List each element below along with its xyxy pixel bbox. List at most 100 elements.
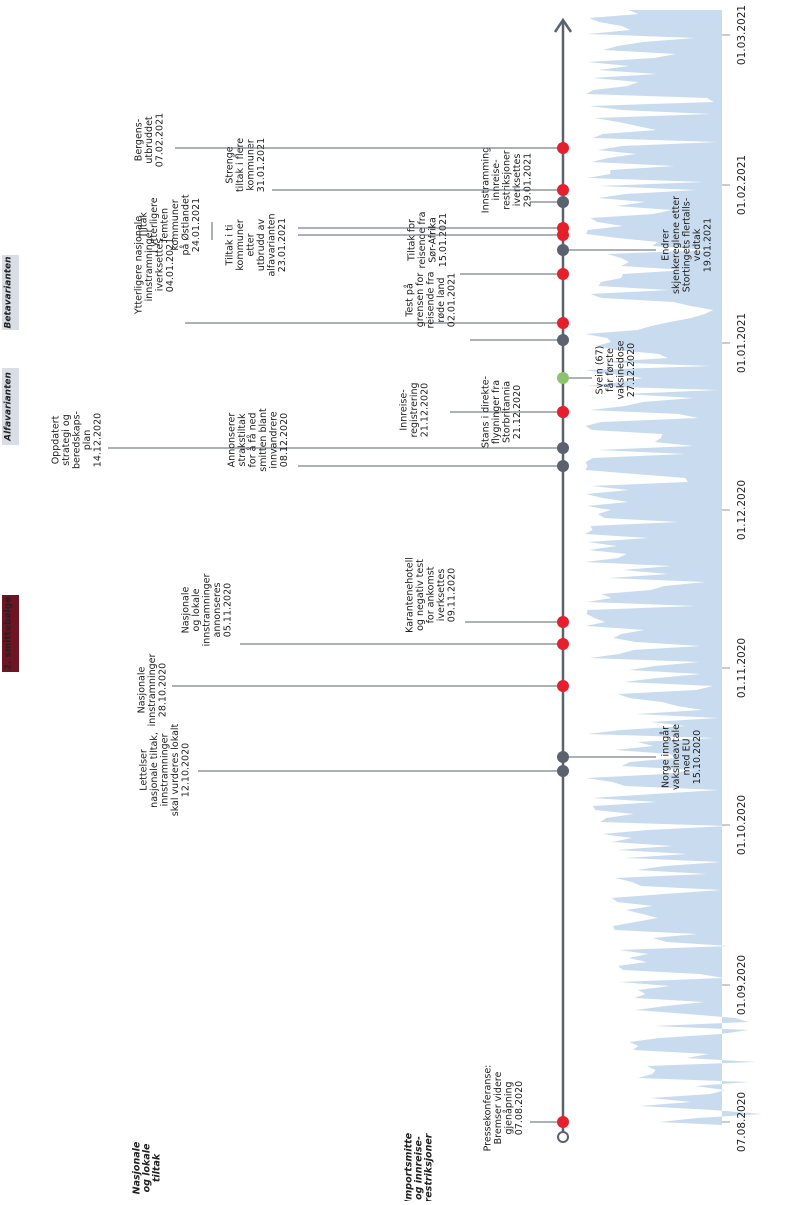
event-label: Endrerskjenkereglene etterStortingets fl… [660, 196, 713, 294]
section-label: 2. smittebølge [4, 597, 14, 671]
event-label-line: Norge inngår [660, 726, 671, 788]
date-label-line: 01.02.2021 [736, 155, 748, 215]
event-dot [557, 638, 569, 650]
event-label-line: Stans i direkte- [480, 376, 491, 448]
event-label-line: for å få ned [247, 412, 258, 467]
event-label: Tiltaki ytterligerefemtenkommunerpå Østl… [138, 194, 202, 255]
event-label-line: restriksjoner [501, 150, 512, 210]
event-label: Norge inngårvaksineavtalemed EU15.10.202… [660, 724, 703, 790]
event-label: Innstramminginnreise-restriksjoneriverks… [480, 147, 533, 213]
event-dot [557, 268, 569, 280]
event-dot [557, 317, 569, 329]
event-label-line: iverksettes [154, 239, 165, 292]
event-label-line: Bremser videre [493, 1071, 504, 1144]
event-label-line: i ytterligere [149, 197, 160, 252]
event-dot [557, 442, 569, 454]
event-label-line: femten [159, 208, 170, 242]
row-label-line: Nasjonale [131, 1141, 142, 1194]
event-dot [557, 751, 569, 763]
event-label: Stans i direkte-flygninger fraStorbritan… [480, 376, 523, 448]
event-label-line: nasjonale tiltak, [149, 732, 160, 808]
event-label: Pressekonferanse:Bremser videregjenåpnin… [482, 1065, 525, 1152]
section-tag [2, 368, 19, 445]
event-label-line: på Østlandet [180, 194, 191, 255]
event-label-line: Svein (67) [594, 346, 605, 395]
event-label-line: grensen for [415, 273, 426, 328]
event-label-line: Innreise- [398, 389, 409, 430]
event-label-line: vaksinedose [615, 340, 626, 399]
event-label-line: med EU [681, 738, 692, 775]
event-label-line: annonseres [212, 582, 223, 637]
row-label-line: Importsmitte [403, 1132, 414, 1201]
event-dot [557, 222, 569, 234]
event-label: Test pågrensen forreisende frarøde land0… [404, 272, 457, 329]
event-dot [557, 142, 569, 154]
event-label-line: beredskaps- [71, 411, 82, 469]
event-label-line: for ankomst [425, 566, 436, 623]
date-label-line: 01.11.2020 [736, 638, 748, 698]
event-label-line: utbrudd av [256, 219, 267, 272]
row-label: Importsmitteog innreise-restriksjoner [403, 1132, 434, 1201]
event-label-line: etter [245, 233, 256, 256]
event-label-line: Tiltak [138, 212, 149, 239]
date-label-line: 01.12.2020 [736, 480, 748, 540]
event-label-line: Sør-Afrika [427, 217, 438, 263]
event-label-line: 12.10.2020 [180, 743, 191, 797]
date-label: 01.02.2021 [736, 155, 748, 215]
event-label: Nasjonaleog lokaleinnstramningerannonser… [180, 574, 233, 647]
event-label: Karantenehotellog negativ testfor ankoms… [404, 557, 457, 633]
event-label-line: 21.12.2020 [419, 383, 430, 437]
date-label-line: 07.08.2020 [736, 1092, 748, 1152]
event-label-line: strakstiltak [237, 413, 248, 466]
event-dot [557, 372, 569, 384]
event-label-line: og negativ test [415, 559, 426, 631]
event-label-line: innstramninger [147, 654, 158, 727]
event-label-line: Tiltak i ti [224, 225, 235, 267]
event-label-line: reisende fra [417, 212, 428, 269]
event-label-line: iverksettes [512, 154, 523, 207]
event-label-line: kommuner [245, 139, 256, 190]
event-label: Tiltak forreisende fraSør-Afrika15.01.20… [406, 212, 449, 269]
event-label-line: utbruddet [144, 116, 155, 164]
event-label-line: 07.08.2020 [514, 1081, 525, 1135]
event-dot [557, 244, 569, 256]
event-label-line: 19.01.2021 [702, 218, 713, 272]
event-label-line: 14.12.2020 [92, 413, 103, 467]
event-label-line: innstramninger [144, 229, 155, 302]
event-label-line: Oppdatert [50, 415, 61, 464]
axis-arrow [553, 17, 573, 33]
event-label-line: smitten blant [258, 408, 269, 472]
row-label-line: restriksjoner [423, 1132, 434, 1201]
date-label-line: 01.03.2021 [736, 5, 748, 65]
date-label-line: 01.10.2020 [736, 795, 748, 855]
date-label: 01.12.2020 [736, 480, 748, 540]
event-label-line: Karantenehotell [404, 557, 415, 633]
event-label-line: Nasjonale [180, 587, 191, 634]
event-label-line: tiltak i flere [235, 138, 246, 192]
event-label-line: 23.01.2021 [277, 218, 288, 272]
section-tag [2, 595, 19, 672]
event-label-line: gjenåpning [503, 1081, 514, 1134]
section-tag [2, 255, 19, 330]
event-label-line: og lokale [191, 588, 202, 631]
event-label-line: 15.01.2021 [438, 213, 449, 267]
start-marker [557, 1131, 569, 1143]
event-dot [557, 616, 569, 628]
event-label-line: vedtak [692, 228, 703, 261]
event-label-line: innstramninger [201, 574, 212, 647]
event-dot [557, 184, 569, 196]
event-label-line: Innstramming [480, 147, 491, 213]
event-label: Tiltak i tikommuneretterutbrudd avalfava… [224, 213, 288, 276]
event-dot [557, 680, 569, 692]
event-label-line: Pressekonferanse: [482, 1065, 493, 1152]
event-label-line: 07.02.2021 [154, 113, 165, 167]
section-label: Betavarianten [4, 256, 14, 328]
event-label-line: Nasjonale [136, 667, 147, 714]
event-label-line: får første [605, 348, 616, 392]
event-label-line: Bergens- [133, 119, 144, 161]
event-label-line: flygninger fra [491, 380, 502, 444]
event-label-line: innstramninger [159, 734, 170, 807]
event-label: Strengetiltak i flerekommuner31.01.2021 [224, 138, 267, 192]
section-label-line: 2. smittebølge [4, 597, 14, 671]
event-dot [557, 765, 569, 777]
